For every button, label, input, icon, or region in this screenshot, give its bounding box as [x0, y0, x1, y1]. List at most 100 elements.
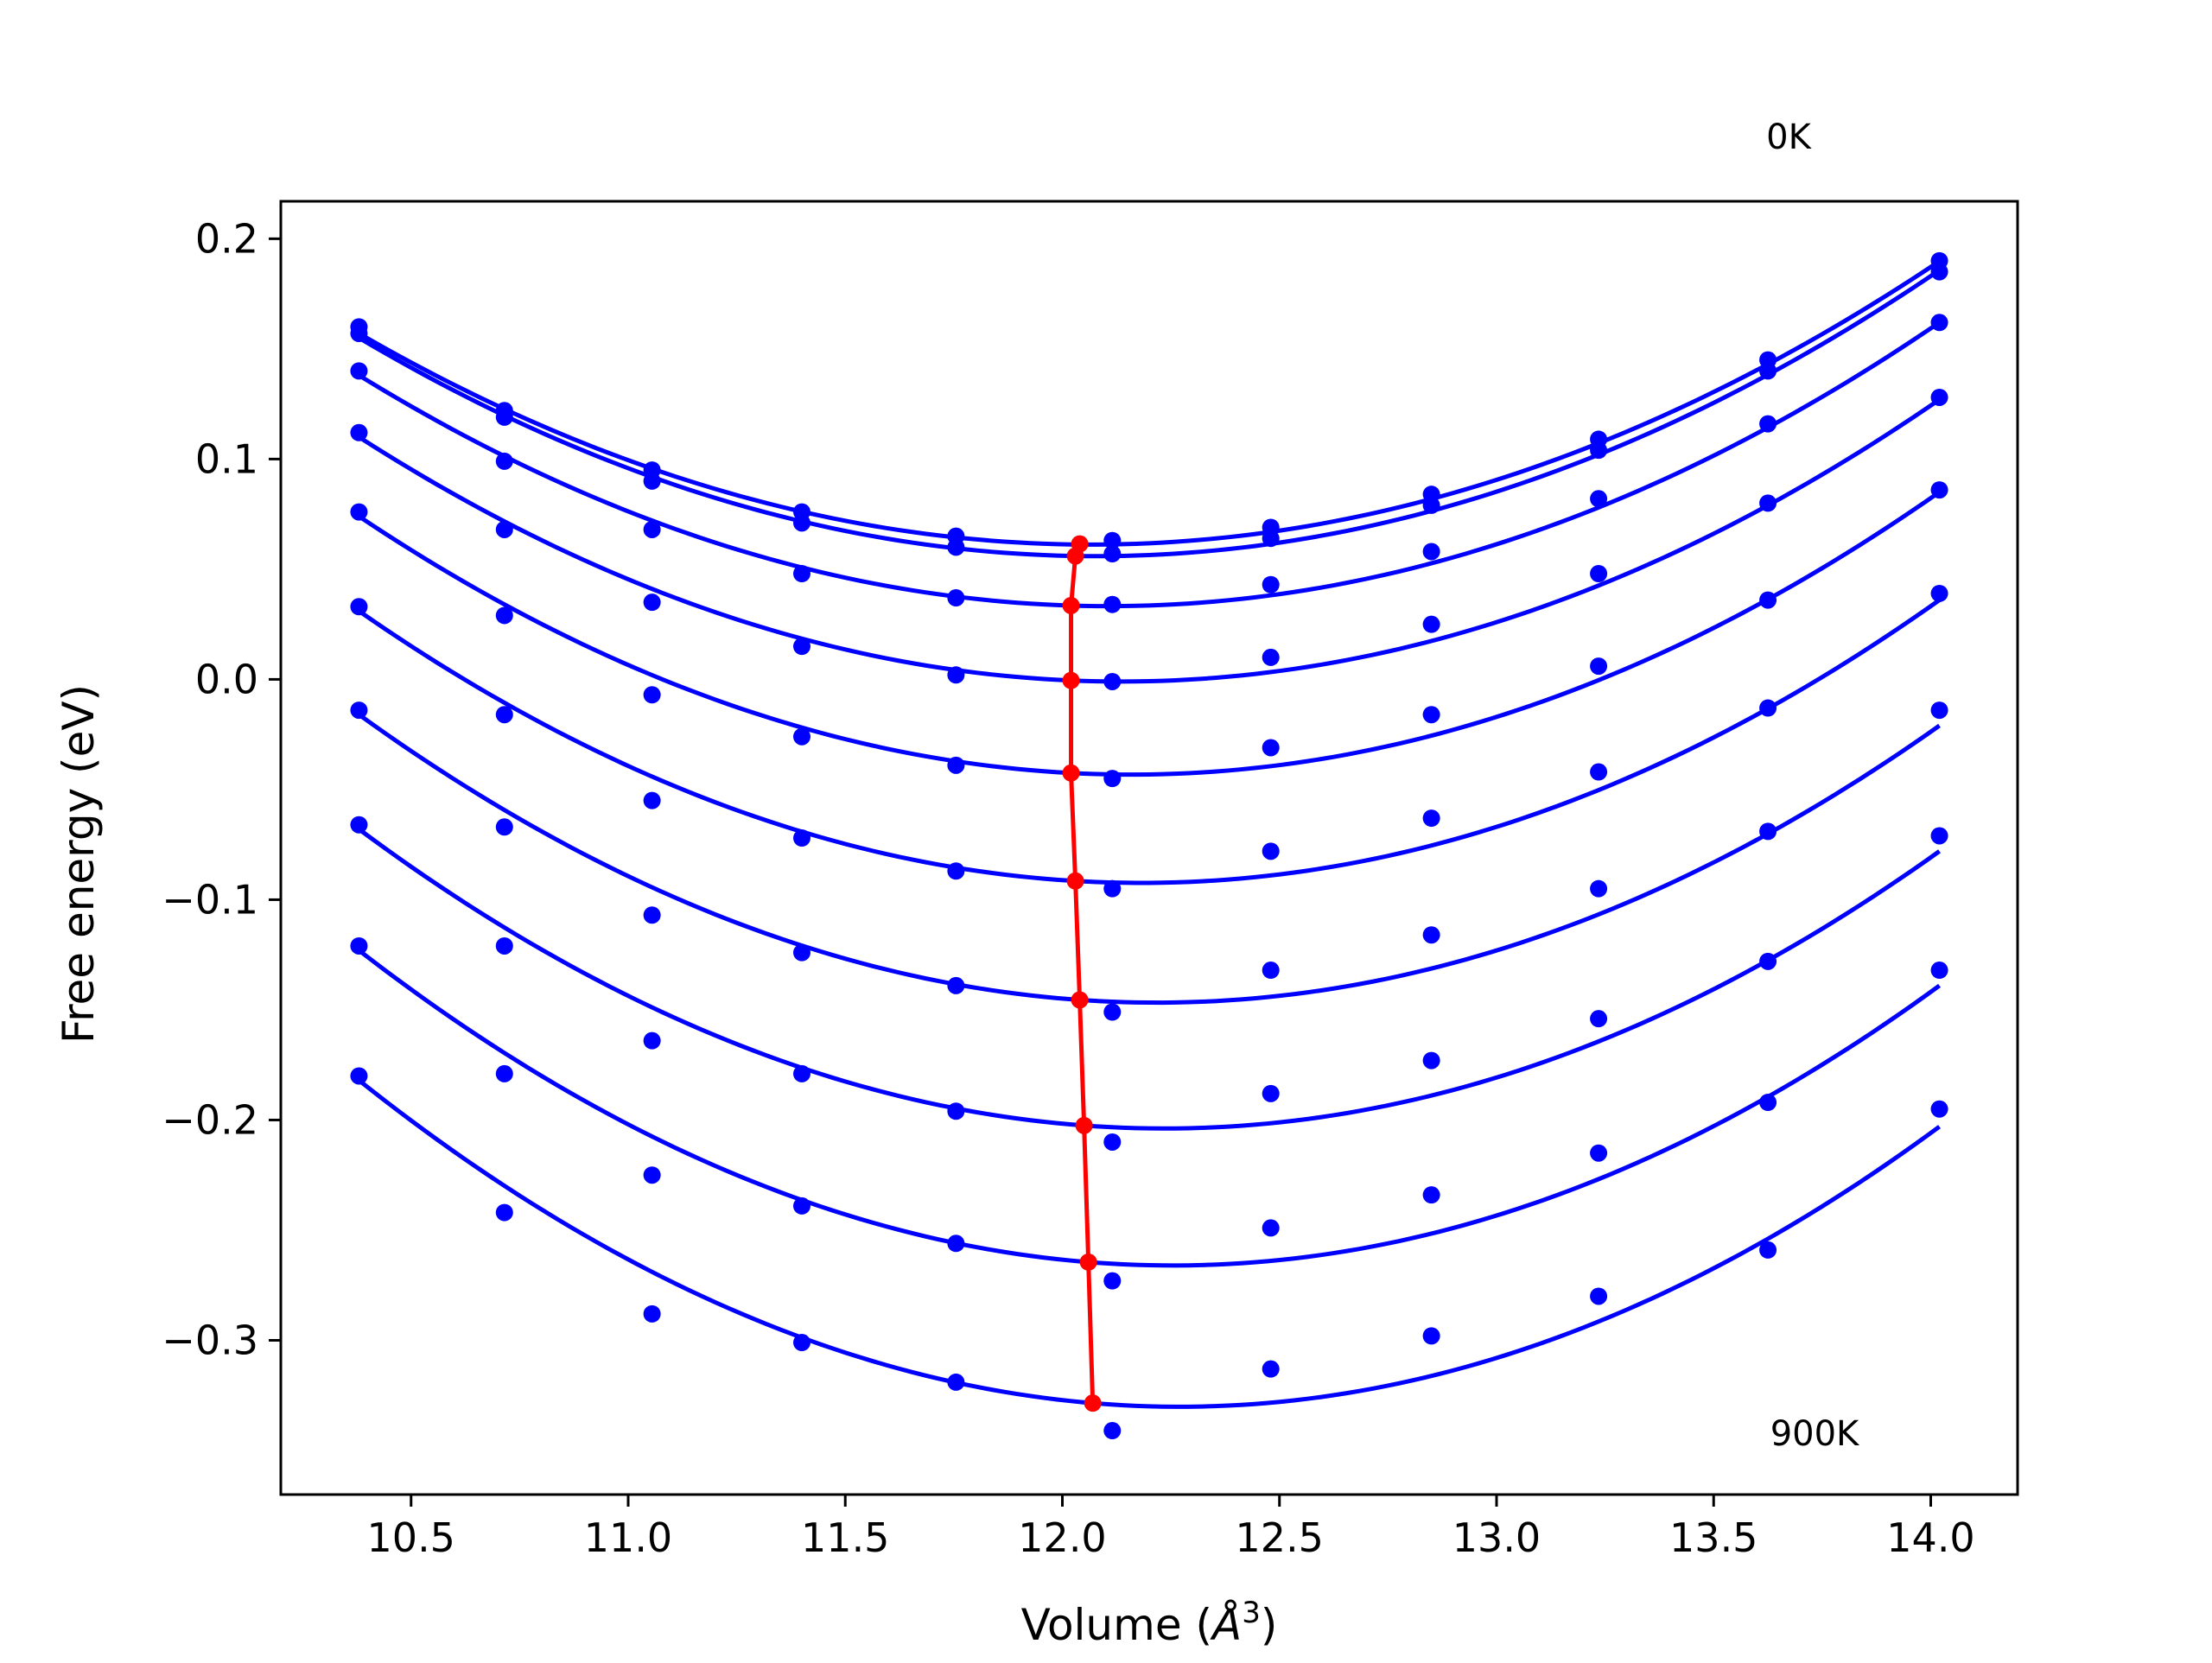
- data-point-1-5: [1103, 545, 1122, 563]
- data-point-3-10: [1930, 388, 1948, 406]
- data-point-8-6: [1262, 1219, 1280, 1237]
- fit-curve-0: [358, 259, 1941, 547]
- data-point-8-3: [793, 1196, 810, 1215]
- data-point-2-10: [1930, 314, 1948, 332]
- y-tick-label-3: 0.0: [195, 656, 258, 702]
- data-point-3-1: [495, 520, 513, 538]
- data-point-2-2: [643, 520, 661, 538]
- data-point-6-1: [495, 818, 513, 836]
- data-point-3-6: [1262, 648, 1280, 666]
- x-axis-label-exponent: 3: [1242, 1596, 1261, 1630]
- data-point-9-5: [1103, 1422, 1122, 1440]
- fit-curve-3: [358, 397, 1941, 684]
- data-point-6-7: [1422, 926, 1440, 944]
- data-point-4-6: [1262, 739, 1280, 757]
- minimum-point-3: [1062, 671, 1080, 689]
- data-point-4-8: [1590, 657, 1608, 676]
- data-point-9-3: [793, 1334, 810, 1352]
- data-point-6-6: [1262, 962, 1280, 980]
- data-point-2-3: [793, 564, 810, 582]
- data-point-8-10: [1930, 962, 1948, 980]
- data-point-7-1: [495, 936, 513, 955]
- data-point-5-7: [1422, 809, 1440, 828]
- data-point-1-9: [1759, 362, 1777, 380]
- data-point-6-2: [643, 906, 661, 924]
- data-point-8-0: [350, 936, 368, 955]
- plot-frame: [279, 200, 2019, 1496]
- data-point-1-1: [495, 408, 513, 426]
- data-point-6-5: [1103, 1003, 1122, 1021]
- x-tick-label-3: 12.0: [1018, 1514, 1106, 1561]
- data-point-2-5: [1103, 595, 1122, 613]
- data-point-9-10: [1930, 1100, 1948, 1118]
- data-point-6-10: [1930, 701, 1948, 720]
- data-point-1-6: [1262, 530, 1280, 548]
- data-point-9-7: [1422, 1327, 1440, 1345]
- data-point-6-0: [350, 701, 368, 720]
- data-point-7-3: [793, 1064, 810, 1082]
- x-axis-label-symbol: Å: [1210, 1600, 1242, 1650]
- fit-curve-5: [358, 598, 1941, 885]
- x-tick-label-4: 12.5: [1236, 1514, 1324, 1561]
- data-point-7-0: [350, 816, 368, 834]
- minimum-point-9: [1084, 1394, 1102, 1412]
- data-point-3-0: [350, 423, 368, 441]
- x-tick-label-6: 13.5: [1669, 1514, 1758, 1561]
- fit-curve-6: [357, 713, 1941, 1006]
- data-point-2-8: [1590, 490, 1608, 508]
- x-tick-label-2: 11.5: [801, 1514, 889, 1561]
- data-point-4-3: [793, 727, 810, 746]
- plot-area: [350, 251, 1948, 1440]
- data-point-4-4: [947, 756, 965, 774]
- minimum-point-7: [1075, 1116, 1093, 1134]
- data-point-2-7: [1422, 543, 1440, 561]
- data-point-4-10: [1930, 481, 1948, 499]
- data-point-0-5: [1103, 531, 1122, 549]
- annotation-0K: 0K: [1766, 117, 1812, 157]
- y-axis-label: Free energy (eV): [54, 684, 104, 1044]
- minimum-line: [1069, 543, 1096, 1404]
- x-axis-label: Volume (Å3): [1021, 1596, 1278, 1650]
- data-point-4-1: [495, 606, 513, 625]
- data-point-1-2: [643, 472, 661, 490]
- x-tick-label-1: 11.0: [584, 1514, 672, 1561]
- data-point-5-6: [1262, 842, 1280, 860]
- data-point-3-5: [1103, 672, 1122, 690]
- data-point-6-4: [947, 976, 965, 994]
- x-tick-label-7: 14.0: [1886, 1514, 1974, 1561]
- x-tick-label-5: 13.0: [1452, 1514, 1541, 1561]
- data-point-3-7: [1422, 615, 1440, 633]
- y-tick-label-0: −0.3: [162, 1317, 258, 1363]
- minimum-point-4: [1062, 764, 1080, 782]
- data-point-8-9: [1759, 1094, 1777, 1112]
- fit-curve-2: [358, 321, 1941, 609]
- data-point-2-4: [947, 589, 965, 607]
- data-point-8-7: [1422, 1186, 1440, 1204]
- y-tick-label-5: 0.2: [195, 215, 258, 262]
- data-point-5-8: [1590, 763, 1608, 781]
- x-tick-label-0: 10.5: [367, 1514, 455, 1561]
- x-axis-label-close: ): [1261, 1600, 1278, 1650]
- y-tick-label-4: 0.1: [195, 435, 258, 482]
- minimum-point-2: [1062, 596, 1080, 614]
- data-point-1-3: [793, 514, 810, 532]
- annotation-900K: 900K: [1770, 1414, 1860, 1454]
- data-point-9-4: [947, 1373, 965, 1391]
- minimum-point-6: [1071, 991, 1089, 1009]
- data-point-7-6: [1262, 1084, 1280, 1102]
- data-point-6-8: [1590, 879, 1608, 898]
- data-point-4-2: [643, 686, 661, 704]
- data-point-7-2: [643, 1031, 661, 1050]
- data-point-1-4: [947, 538, 965, 556]
- data-point-2-0: [350, 362, 368, 380]
- data-point-2-6: [1262, 575, 1280, 593]
- data-point-7-8: [1590, 1010, 1608, 1028]
- data-point-5-9: [1759, 699, 1777, 717]
- data-point-7-5: [1103, 1133, 1122, 1151]
- data-point-4-0: [350, 503, 368, 521]
- data-point-5-3: [793, 829, 810, 847]
- x-axis-label-text: Volume (: [1021, 1600, 1212, 1650]
- data-point-6-3: [793, 943, 810, 962]
- fit-curve-4: [358, 490, 1941, 778]
